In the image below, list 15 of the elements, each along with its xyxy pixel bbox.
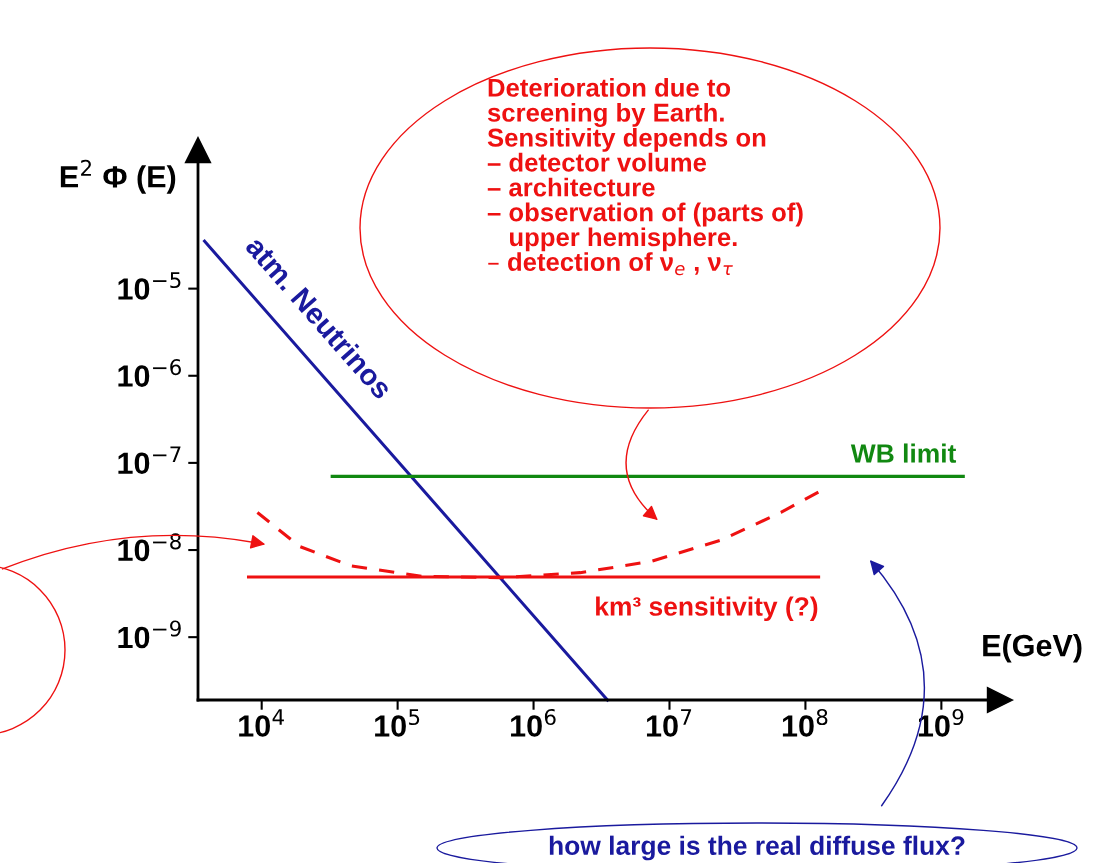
x-tick-label: 10$^{8}$ bbox=[782, 708, 828, 737]
y-axis-title: E$^{2}$ Φ (E) bbox=[60, 159, 176, 194]
x-tick-label: 10$^{6}$ bbox=[511, 708, 556, 737]
y-tick-label: 10$^{−6}$ bbox=[118, 359, 181, 387]
y-tick-label: 10$^{−7}$ bbox=[118, 446, 181, 475]
y-tick-label: 10$^{−5}$ bbox=[118, 272, 181, 300]
y-tick-label: 10$^{−9}$ bbox=[118, 620, 181, 649]
x-tick-label: 10$^{4}$ bbox=[239, 709, 284, 737]
text: how large is the real diffuse flux? bbox=[549, 835, 965, 861]
series-label: km³ sensitivity (?) bbox=[596, 596, 818, 622]
x-tick-label: 10$^{5}$ bbox=[375, 709, 420, 737]
x-axis-title: E(GeV) bbox=[983, 634, 1082, 663]
series-label: WB limit bbox=[850, 443, 957, 463]
text: Deterioration due to screening by Earth. Sensitivity depends on – detector volume – architecture – observation of (parts of) upper hemisphere. – detection of ν$_{e}$ , ν$_{τ}$ bbox=[487, 78, 803, 276]
x-tick-label: 10$^{7}$ bbox=[646, 709, 692, 737]
